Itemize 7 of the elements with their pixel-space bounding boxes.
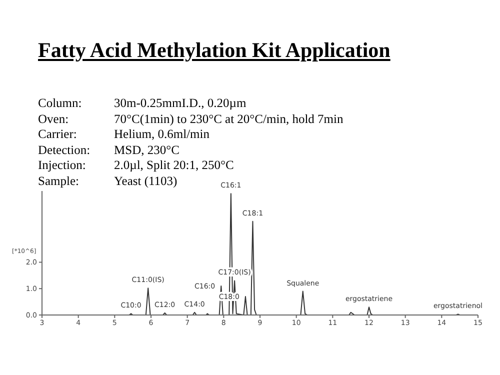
chart-title: Fatty Acid Methylation Kit Application	[38, 38, 390, 63]
text: Carrier: Helium, 0.6ml/min	[38, 127, 210, 141]
text: Sample: Yeast (1103)	[38, 174, 178, 188]
text: Column: 30m-0.25mmI.D., 0.20µm	[38, 96, 246, 110]
text: Injection: 2.0µl, Split 20:1, 250°C	[38, 158, 234, 172]
text: Oven: 70°C(1min) to 230°C at 20°C/min, hold 7min	[38, 112, 344, 126]
text: Detection: MSD, 230°C	[38, 142, 180, 156]
